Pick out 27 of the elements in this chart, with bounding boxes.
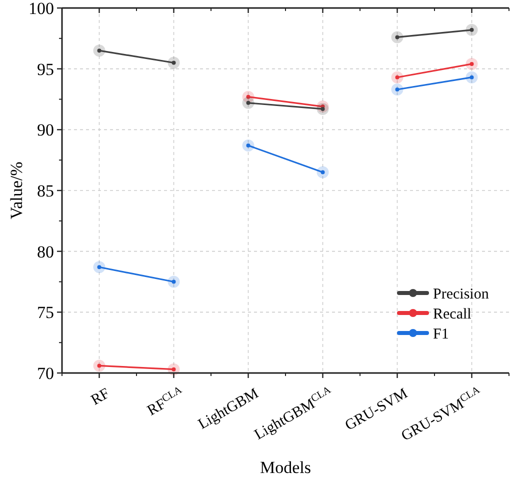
point xyxy=(93,44,106,57)
y-tick-label: 70 xyxy=(37,364,54,383)
point xyxy=(242,139,254,152)
y-tick-label: 95 xyxy=(37,60,54,79)
point xyxy=(466,24,478,36)
point xyxy=(93,360,106,372)
x-axis-title: Models xyxy=(260,458,311,477)
point xyxy=(391,71,404,84)
point xyxy=(242,96,254,109)
point xyxy=(168,56,180,69)
y-axis-title: Value/% xyxy=(7,162,26,220)
point xyxy=(466,71,478,84)
y-tick-label: 80 xyxy=(37,242,54,262)
point xyxy=(93,261,106,274)
x-tick-label: RF xyxy=(88,386,112,409)
y-tick-label: 75 xyxy=(37,303,54,322)
y-tick-label: 90 xyxy=(37,120,54,140)
legend-label: Recall xyxy=(433,306,472,322)
legend-label: F1 xyxy=(433,326,449,342)
point xyxy=(466,58,478,70)
y-tick-label: 100 xyxy=(28,0,54,18)
point xyxy=(391,31,404,44)
point xyxy=(168,276,180,288)
y-tick-label: 85 xyxy=(37,181,54,200)
point xyxy=(391,84,404,96)
legend-label: Precision xyxy=(433,286,490,302)
point xyxy=(316,166,329,178)
